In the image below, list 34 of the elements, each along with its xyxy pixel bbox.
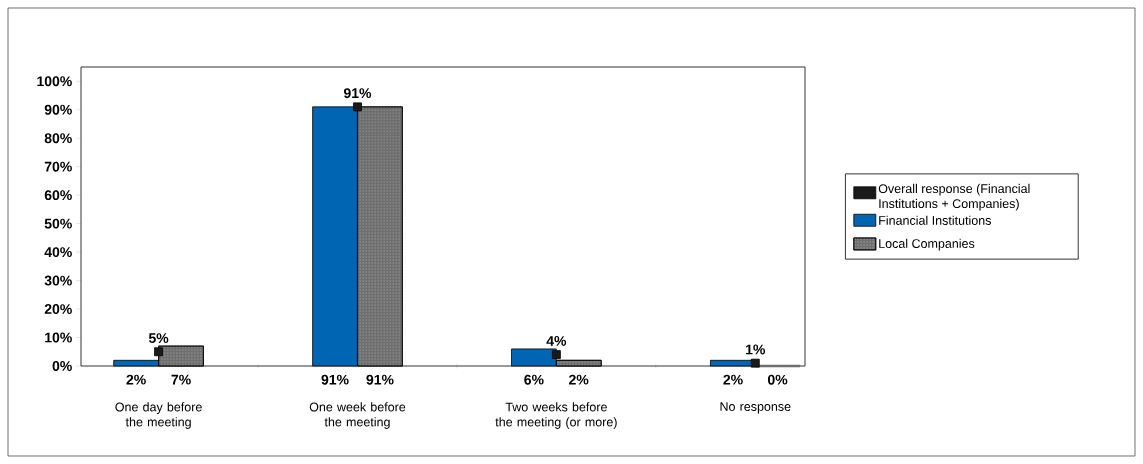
legend-label: Local Companies (879, 238, 975, 251)
point (551, 350, 561, 360)
data-label: 91% (343, 88, 372, 99)
point (154, 347, 163, 357)
data-label: 5% (148, 333, 169, 344)
y-tick-label: 90% (44, 104, 72, 115)
data-label: 4% (546, 336, 567, 346)
y-tick-label: 50% (44, 218, 72, 229)
x-tick-label: One day before the meeting (115, 402, 202, 429)
y-tick-label: 0% (52, 361, 72, 371)
point (750, 358, 760, 368)
data-label: 1% (746, 344, 766, 355)
data-label: 6% (524, 374, 544, 385)
x-tick-label: Two weeks before the meeting (or more) (495, 402, 617, 429)
legend-label: Financial Institutions (879, 215, 991, 225)
data-label: 91% (366, 374, 394, 385)
legend-label: Overall response (Financial Institutions + Companies) (878, 183, 1030, 211)
data-label: 0% (767, 374, 788, 385)
data-label: 2% (569, 374, 589, 385)
data-label: 2% (723, 374, 743, 385)
data-label: 2% (126, 374, 146, 385)
point (353, 102, 362, 112)
y-tick-label: 80% (44, 133, 72, 144)
y-tick-label: 40% (44, 247, 72, 258)
y-tick-label: 70% (44, 161, 72, 172)
y-tick-label: 30% (44, 275, 72, 286)
y-tick-label: 100% (37, 76, 72, 87)
data-label: 91% (321, 374, 349, 385)
x-tick-label: No response (720, 402, 791, 414)
y-tick-label: 60% (44, 190, 72, 201)
y-tick-label: 20% (44, 304, 72, 315)
data-label: 7% (171, 374, 191, 385)
x-tick-label: One week before the meeting (309, 402, 406, 429)
y-tick-label: 10% (45, 332, 72, 343)
